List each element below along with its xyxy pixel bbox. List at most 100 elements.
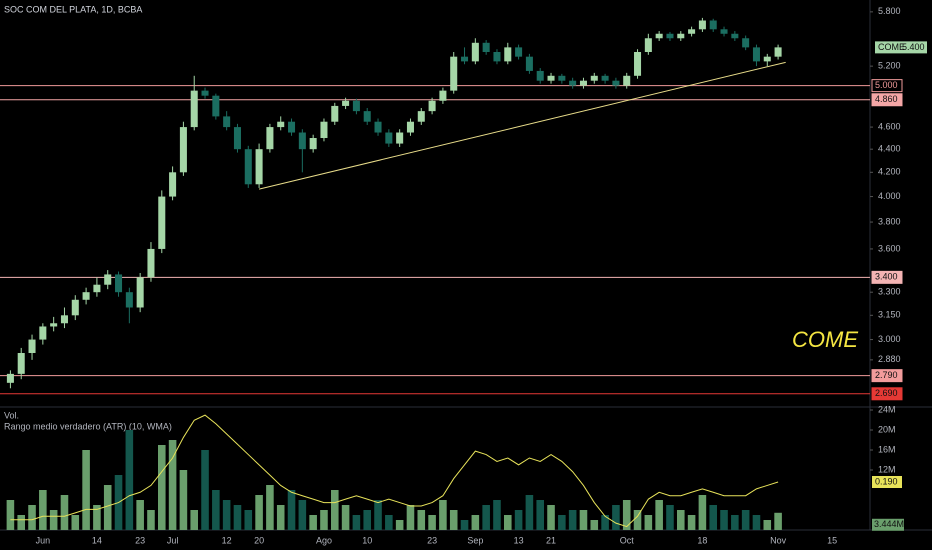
volume-bar bbox=[298, 500, 307, 530]
candle-body bbox=[50, 323, 58, 327]
x-tick-label: Oct bbox=[620, 535, 635, 545]
volume-bar bbox=[558, 515, 566, 530]
price-tag bbox=[875, 41, 927, 54]
candle-body bbox=[482, 42, 490, 53]
candle-body bbox=[342, 100, 350, 106]
volume-bar bbox=[233, 505, 242, 530]
candle-body bbox=[298, 132, 306, 150]
volume-bar bbox=[320, 510, 328, 530]
candle-body bbox=[125, 292, 133, 308]
volume-legend: Vol. bbox=[4, 410, 19, 420]
volume-bar bbox=[60, 495, 69, 530]
volume-bar bbox=[666, 505, 674, 530]
x-tick-label: 15 bbox=[827, 535, 837, 545]
volume-bar bbox=[698, 495, 707, 530]
x-tick-label: 10 bbox=[362, 535, 372, 545]
volume-bar bbox=[741, 510, 750, 530]
x-tick-label: 13 bbox=[514, 535, 524, 545]
volume-bar bbox=[655, 500, 663, 530]
level-tag bbox=[871, 79, 903, 93]
volume-tick-label: 20M bbox=[878, 424, 896, 434]
y-tick-label: 3.300 bbox=[878, 287, 901, 297]
volume-bar bbox=[676, 510, 685, 530]
atr-tag bbox=[872, 476, 902, 488]
x-tick-label: Ago bbox=[316, 535, 332, 545]
volume-bar bbox=[212, 490, 220, 530]
volume-bar bbox=[363, 510, 372, 530]
volume-bar bbox=[622, 500, 631, 530]
volume-bar bbox=[612, 505, 620, 530]
volume-bar bbox=[709, 505, 718, 530]
candle-body bbox=[644, 38, 652, 53]
candle-body bbox=[320, 121, 328, 139]
volume-bar bbox=[39, 490, 47, 530]
volume-bar bbox=[276, 505, 285, 530]
x-tick-label: 18 bbox=[697, 535, 707, 545]
candle-body bbox=[547, 75, 555, 81]
volume-bar bbox=[514, 510, 523, 530]
candle-body bbox=[39, 326, 47, 340]
candle-body bbox=[569, 80, 577, 86]
level-label: 3.400 bbox=[875, 272, 898, 282]
volume-bar bbox=[103, 485, 112, 530]
volume-bar bbox=[82, 450, 90, 530]
y-tick-label: 3.000 bbox=[878, 334, 901, 344]
candle-body bbox=[266, 127, 274, 150]
candle-body bbox=[752, 47, 760, 62]
candle-body bbox=[579, 80, 587, 86]
price-tag-label: 5.400 bbox=[902, 42, 925, 52]
candle-body bbox=[450, 56, 458, 91]
candle-body bbox=[233, 127, 241, 150]
candle-body bbox=[82, 292, 90, 300]
y-tick-label: 5.800 bbox=[878, 6, 901, 16]
x-tick-label: Jul bbox=[167, 535, 179, 545]
candle-body bbox=[331, 105, 339, 122]
volume-bar bbox=[731, 515, 739, 530]
candle-body bbox=[212, 95, 220, 117]
volume-bar bbox=[28, 505, 36, 530]
level-tag bbox=[871, 270, 903, 284]
candle-body bbox=[201, 90, 209, 96]
candle-body bbox=[104, 274, 112, 285]
volume-tick-label: 16M bbox=[878, 444, 896, 454]
candle-body bbox=[277, 121, 285, 128]
volume-bar bbox=[763, 520, 772, 530]
candle-body bbox=[363, 111, 371, 122]
candle-body bbox=[439, 90, 447, 101]
volume-bar bbox=[590, 520, 599, 530]
candle-body bbox=[634, 52, 642, 76]
x-tick-label: 21 bbox=[546, 535, 556, 545]
volume-bar bbox=[482, 505, 490, 530]
volume-bar bbox=[374, 500, 382, 530]
candle-body bbox=[115, 274, 123, 293]
candle-body bbox=[158, 196, 166, 249]
atr-legend: Rango medio verdadero (ATR) (10, WMA) bbox=[4, 421, 172, 431]
volume-bar bbox=[341, 505, 350, 530]
y-tick-label: 3.800 bbox=[878, 216, 901, 226]
volume-bar bbox=[309, 515, 317, 530]
x-tick-label: 23 bbox=[135, 535, 145, 545]
volume-bar bbox=[222, 500, 231, 530]
volume-bar bbox=[287, 490, 296, 530]
volume-bar bbox=[579, 510, 588, 530]
volume-bar bbox=[633, 510, 642, 530]
volume-bar bbox=[266, 485, 274, 530]
volume-bar bbox=[774, 512, 782, 530]
candle-body bbox=[525, 56, 533, 71]
atr-value-label: 0.190 bbox=[875, 476, 898, 486]
volume-bar bbox=[93, 505, 101, 530]
candle-body bbox=[223, 116, 231, 128]
volume-bar bbox=[406, 505, 415, 530]
y-tick-label: 4.400 bbox=[878, 144, 901, 154]
candle-body bbox=[169, 172, 177, 197]
price-tag-name: COME bbox=[878, 42, 905, 52]
volume-tag bbox=[872, 518, 904, 531]
volume-bar bbox=[439, 500, 447, 530]
volume-bar bbox=[493, 500, 501, 530]
volume-bar bbox=[568, 510, 577, 530]
y-tick-label: 4.600 bbox=[878, 121, 901, 131]
candle-body bbox=[17, 353, 25, 374]
candle-body bbox=[6, 373, 14, 383]
level-label: 2.790 bbox=[875, 370, 898, 380]
